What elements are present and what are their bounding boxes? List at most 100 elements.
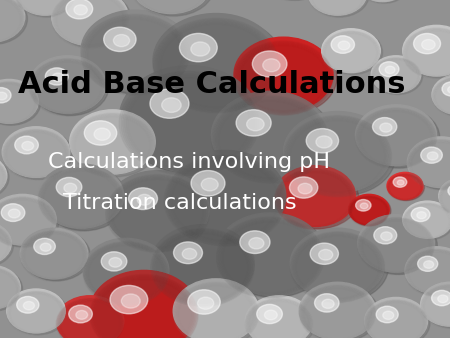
Circle shape <box>387 172 423 199</box>
Circle shape <box>0 223 14 267</box>
Circle shape <box>219 219 321 296</box>
Circle shape <box>349 194 389 225</box>
Circle shape <box>132 0 209 15</box>
Circle shape <box>0 265 20 309</box>
Circle shape <box>448 184 450 197</box>
Circle shape <box>319 249 333 260</box>
Circle shape <box>418 256 438 271</box>
Circle shape <box>349 196 389 226</box>
Circle shape <box>407 250 450 295</box>
Circle shape <box>405 249 450 296</box>
Circle shape <box>86 14 194 95</box>
Circle shape <box>403 25 450 76</box>
Circle shape <box>442 82 450 96</box>
Circle shape <box>151 225 254 303</box>
Circle shape <box>29 59 106 116</box>
Circle shape <box>448 86 450 93</box>
Circle shape <box>405 29 450 77</box>
Circle shape <box>40 243 51 251</box>
Circle shape <box>421 147 442 163</box>
Circle shape <box>408 249 450 296</box>
Circle shape <box>153 231 252 305</box>
Circle shape <box>358 215 434 272</box>
Circle shape <box>440 180 450 216</box>
Circle shape <box>113 34 130 47</box>
Circle shape <box>373 58 419 94</box>
Circle shape <box>164 150 286 242</box>
Circle shape <box>5 129 72 179</box>
Circle shape <box>101 252 127 271</box>
Circle shape <box>93 276 195 338</box>
Circle shape <box>247 118 264 131</box>
Circle shape <box>0 0 25 42</box>
Circle shape <box>7 291 65 335</box>
Circle shape <box>173 279 259 338</box>
Circle shape <box>20 231 88 281</box>
Circle shape <box>213 97 327 183</box>
Circle shape <box>405 247 450 294</box>
Circle shape <box>4 130 68 179</box>
Circle shape <box>169 154 291 245</box>
Circle shape <box>153 18 279 113</box>
Circle shape <box>0 268 20 312</box>
Circle shape <box>53 0 127 48</box>
Circle shape <box>57 299 123 338</box>
Circle shape <box>245 296 313 338</box>
Circle shape <box>54 0 126 47</box>
Circle shape <box>106 174 209 252</box>
Circle shape <box>374 227 397 244</box>
Circle shape <box>38 167 124 231</box>
Circle shape <box>150 89 189 118</box>
Circle shape <box>247 299 311 338</box>
Circle shape <box>380 123 392 132</box>
Circle shape <box>32 58 109 116</box>
Circle shape <box>109 258 122 267</box>
Circle shape <box>356 105 436 166</box>
Circle shape <box>288 115 396 196</box>
Circle shape <box>423 284 450 328</box>
Circle shape <box>16 0 74 17</box>
Circle shape <box>259 0 326 1</box>
Circle shape <box>322 299 334 309</box>
Circle shape <box>45 68 68 85</box>
Circle shape <box>290 228 385 299</box>
Circle shape <box>302 285 379 338</box>
Circle shape <box>81 10 189 91</box>
Circle shape <box>201 178 218 191</box>
Circle shape <box>130 0 212 14</box>
Circle shape <box>434 76 450 117</box>
Circle shape <box>84 16 186 93</box>
Circle shape <box>0 267 22 311</box>
Circle shape <box>356 108 436 168</box>
Circle shape <box>290 232 385 303</box>
Circle shape <box>38 164 124 228</box>
Circle shape <box>122 294 140 308</box>
Circle shape <box>110 174 213 251</box>
Circle shape <box>322 31 380 75</box>
Circle shape <box>240 231 270 254</box>
Circle shape <box>308 0 367 15</box>
Circle shape <box>422 286 450 327</box>
Circle shape <box>104 27 136 51</box>
Circle shape <box>8 292 64 334</box>
Circle shape <box>0 197 55 247</box>
Circle shape <box>0 269 19 310</box>
Circle shape <box>0 268 19 311</box>
Circle shape <box>441 179 450 216</box>
Circle shape <box>0 155 9 199</box>
Circle shape <box>18 0 76 17</box>
Circle shape <box>403 203 450 240</box>
Circle shape <box>214 98 325 182</box>
Circle shape <box>366 301 426 338</box>
Circle shape <box>371 56 421 93</box>
Circle shape <box>238 40 337 115</box>
Circle shape <box>21 231 87 281</box>
Circle shape <box>387 174 423 200</box>
Circle shape <box>403 201 450 238</box>
Circle shape <box>70 110 155 174</box>
Circle shape <box>0 82 37 125</box>
Circle shape <box>106 171 209 248</box>
Circle shape <box>300 286 375 338</box>
Circle shape <box>69 305 92 323</box>
Circle shape <box>301 287 374 338</box>
